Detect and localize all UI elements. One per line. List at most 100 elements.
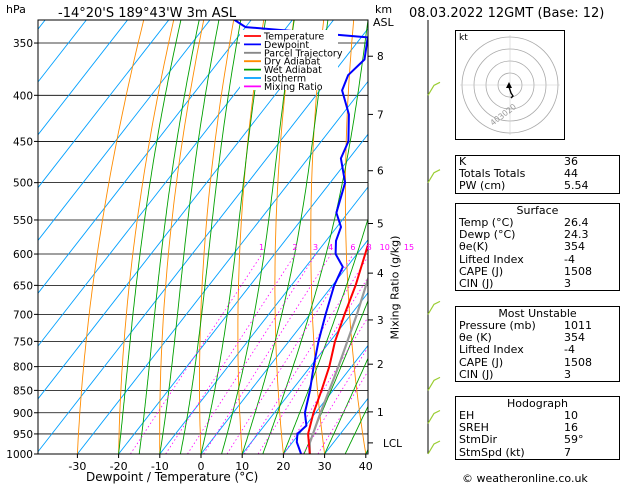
hodograph-row: SREH 16 (456, 421, 619, 435)
dry-adiabat-line (237, 20, 265, 454)
height-tick-label: 1 (377, 407, 384, 419)
axes: 1234681015202535040045050055060065070075… (6, 38, 414, 473)
surface-row: θe(K) 354 (456, 241, 619, 253)
dry-adiabat-line (76, 20, 145, 454)
hodograph-row: EH 10 (456, 409, 619, 422)
surface-row: Lifted Index -4 (456, 252, 619, 266)
height-tick-label: LCL (383, 438, 402, 450)
isotherm-line (407, 14, 420, 454)
pressure-tick-label: 750 (13, 336, 33, 348)
hodograph-value: 10 (564, 409, 578, 422)
wind-barb (427, 169, 441, 183)
height-tick-label: 8 (377, 51, 384, 63)
wet-adiabat-line (179, 20, 242, 454)
wet-adiabat-line (159, 20, 220, 454)
legend-entry: Parcel Trajectory (264, 48, 343, 59)
index-row: PW (cm) 5.54 (456, 180, 619, 192)
hodograph-label: StmSpd (kt) (459, 445, 525, 459)
x-tick-label: 40 (359, 460, 373, 473)
x-axis-label: Dewpoint / Temperature (°C) (86, 470, 259, 484)
surface-value: 354 (564, 240, 585, 254)
surface-value: -4 (564, 252, 575, 266)
isotherm-line (38, 20, 170, 189)
hodograph-table-title: Hodograph (507, 397, 568, 410)
surface-value: 26.4 (564, 216, 589, 229)
mixing-ratio-line (257, 276, 368, 454)
pressure-tick-label: 1000 (6, 449, 33, 461)
wet-adiabat-line (221, 20, 295, 454)
pressure-tick-label: 500 (13, 178, 33, 190)
dry-adiabat-line (199, 20, 235, 454)
wind-barb (427, 376, 441, 391)
dewpoint-line (233, 20, 368, 454)
mixing-ratio-line (203, 253, 332, 454)
isotherm-line (38, 20, 252, 294)
most-unstable-row: Lifted Index -4 (456, 344, 619, 356)
pressure-tick-label: 700 (13, 309, 33, 321)
pressure-tick-label: 600 (13, 249, 33, 261)
wet-adiabat-line (138, 20, 200, 454)
most-unstable-title: Most Unstable (498, 307, 577, 320)
most-unstable-row: CAPE (J) 1508 (456, 355, 619, 369)
hodograph-label: StmDir (459, 433, 498, 447)
most-unstable-value: 1508 (564, 355, 592, 369)
surface-value: 1508 (564, 264, 592, 278)
pressure-tick-label: 950 (13, 429, 33, 441)
parcel-trajectory-line (308, 275, 368, 454)
x-tick-label: 30 (318, 460, 332, 473)
wet-adiabat-line (282, 217, 368, 454)
most-unstable-value: 3 (564, 367, 571, 381)
plot-frame (37, 19, 369, 455)
surface-label: Dewp (°C) (459, 228, 516, 242)
skewt-diagram: 1234681015202535040045050055060065070075… (6, 8, 421, 473)
wind-barb (427, 440, 441, 455)
background-lines (38, 8, 421, 454)
x-tick-label: 20 (276, 460, 290, 473)
isotherm-line (38, 20, 293, 347)
isotherm-line (118, 133, 368, 454)
hodograph-trace (508, 86, 514, 99)
legend-entry: Wet Adiabat (264, 65, 322, 76)
wet-adiabat-line (365, 448, 368, 454)
hodograph-value: 59° (564, 433, 584, 447)
wind-barb (427, 409, 441, 424)
isotherm-line (283, 344, 368, 454)
index-label: PW (cm) (459, 179, 506, 193)
dry-adiabat-line (412, 8, 421, 454)
mixing-ratio-line (243, 255, 368, 454)
legend-entry: Mixing Ratio (264, 82, 323, 93)
copyright[interactable]: © weatheronline.co.uk (462, 472, 588, 485)
datetime-title: 08.03.2022 12GMT (Base: 12) (409, 6, 605, 21)
surface-row: CAPE (J) 1508 (456, 264, 619, 278)
pressure-tick-label: 650 (13, 280, 33, 292)
wet-adiabat-line (200, 20, 266, 454)
mixing-ratio-line (283, 316, 368, 454)
pressure-tick-label: 550 (13, 215, 33, 227)
surface-label: Temp (°C) (459, 216, 514, 229)
x-tick-label: 0 (198, 460, 205, 473)
legend-box (240, 30, 338, 90)
hodograph-value: 7 (564, 445, 571, 459)
hodograph-label: SREH (459, 421, 489, 435)
x-tick-label: 10 (235, 460, 249, 473)
wet-adiabat-line (324, 357, 368, 454)
x-tick-label: -30 (68, 460, 86, 473)
legend-entry: Dry Adiabat (264, 57, 321, 68)
pressure-tick-label: 450 (13, 136, 33, 148)
most-unstable-row: θe (K) 354 (456, 331, 619, 345)
surface-row: Dewp (°C) 24.3 (456, 228, 619, 242)
most-unstable-value: 354 (564, 331, 585, 345)
mixing-ratio-line (302, 346, 368, 454)
mixing-ratio-line (226, 253, 354, 454)
most-unstable-row: CIN (J) 3 (456, 367, 619, 381)
storm-motion-marker (506, 82, 512, 88)
mixing-ratio-label: 6 (350, 243, 355, 252)
hodograph-table-panel: Hodograph EH 10 SREH 16 StmDir 59° StmSpd (kt)… (455, 396, 620, 460)
pressure-tick-label: 400 (13, 90, 33, 102)
isotherm-line (241, 291, 368, 454)
hodograph-label: EH (459, 409, 475, 422)
wet-adiabat-line (262, 20, 368, 454)
mixing-ratio-label: 3 (313, 243, 318, 252)
